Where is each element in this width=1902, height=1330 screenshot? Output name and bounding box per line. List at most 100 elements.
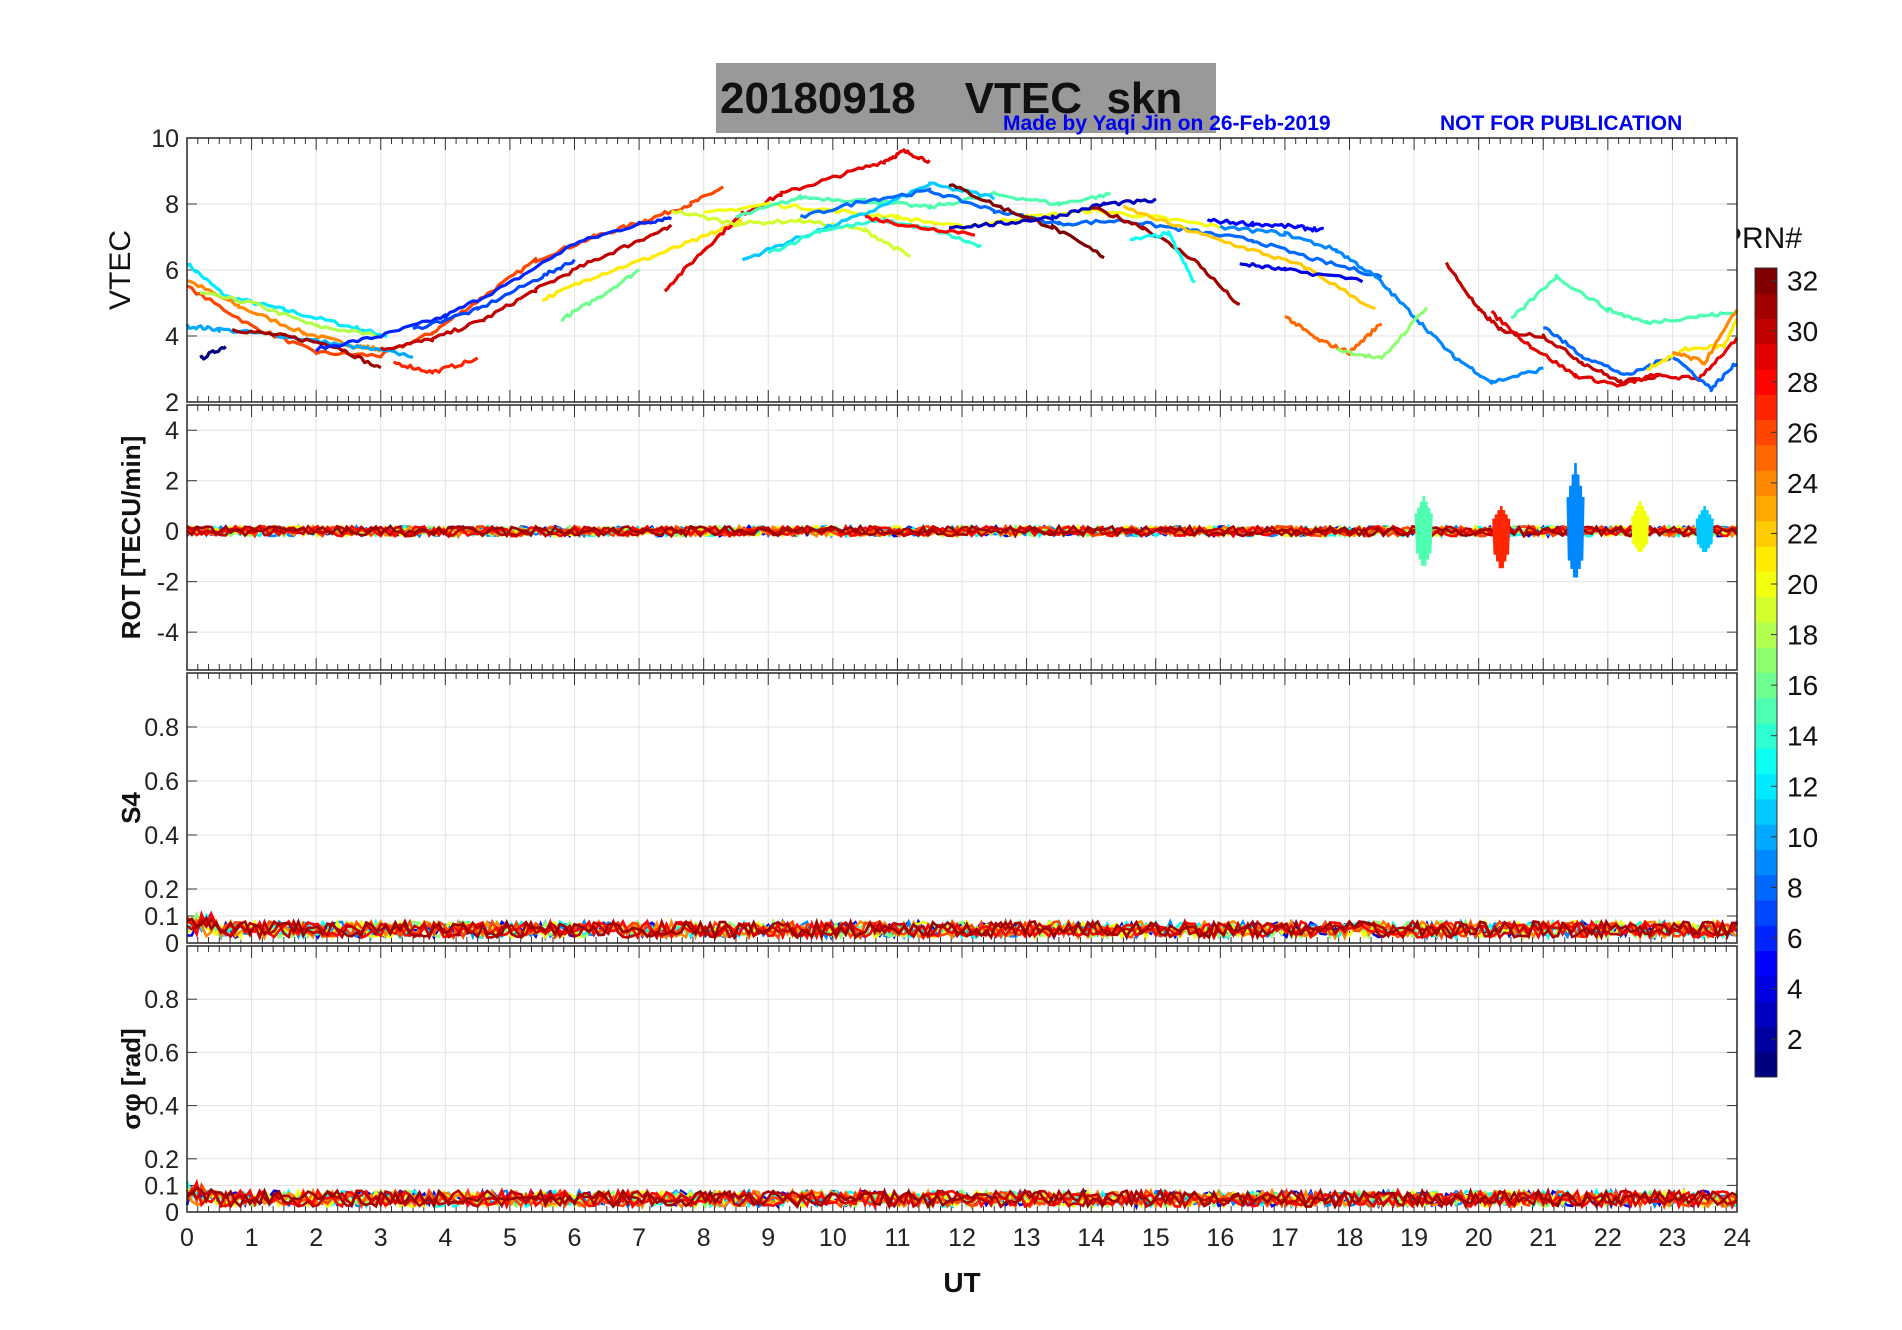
series-line-prn-5 [1206, 217, 1324, 233]
y-tick-label: 0.2 [144, 876, 179, 904]
series-line-prn-22 [1122, 204, 1376, 311]
y-tick-label: 0 [165, 1199, 179, 1227]
colorbar-tick-label: 30 [1787, 316, 1818, 347]
axes-box [186, 404, 1738, 671]
y-tick-label: 0.2 [144, 1146, 179, 1174]
y-tick-label: 0.6 [144, 1039, 179, 1067]
colorbar-cell [1755, 1026, 1777, 1053]
colorbar-tick-label: 6 [1787, 923, 1803, 954]
series-group [185, 462, 1739, 578]
y-tick-label: 2 [165, 468, 179, 496]
colorbar-cell [1755, 900, 1777, 926]
colorbar-tick-label: 16 [1787, 670, 1818, 701]
x-tick-label: 10 [819, 1224, 847, 1252]
colorbar-cell [1755, 1051, 1777, 1078]
x-tick-label: 0 [180, 1224, 194, 1252]
series-line-prn-31 [231, 328, 382, 370]
y-tick-label: 6 [165, 257, 179, 285]
colorbar-tick-label: 24 [1787, 468, 1818, 499]
colorbar-cell [1755, 748, 1777, 775]
x-tick-label: 18 [1336, 1224, 1364, 1252]
series-line-prn-32 [948, 183, 1105, 260]
colorbar-cell [1755, 798, 1777, 825]
colorbar-cell [1755, 950, 1777, 977]
credit-text: Made by Yaqi Jin on 26-Feb-2019 [1003, 112, 1331, 135]
y-tick-label: 0.6 [144, 768, 179, 796]
series-line-prn-21 [541, 218, 743, 302]
series-group [185, 1178, 1739, 1211]
colorbar-tick-label: 32 [1787, 266, 1818, 297]
colorbar-cell [1755, 621, 1777, 648]
x-tick-label: 6 [568, 1224, 582, 1252]
series-line-prn-9 [1219, 224, 1544, 385]
y-axis-label: ROT [TECU/min] [116, 436, 146, 640]
y-tick-label: 4 [165, 417, 179, 445]
colorbar-tick-label: 20 [1787, 569, 1818, 600]
colorbar-cell [1755, 369, 1777, 395]
series-line-prn-18 [199, 290, 381, 339]
rot-spike-prn-15 [1414, 495, 1433, 566]
x-tick-label: 22 [1594, 1224, 1622, 1252]
series-line-prn-27 [392, 356, 479, 375]
series-line-prn-11 [741, 181, 996, 262]
x-tick-label: 3 [374, 1224, 388, 1252]
series-line-prn-6 [315, 216, 673, 353]
colorbar-cell [1755, 824, 1777, 850]
series-group [186, 909, 1739, 942]
panel-rot: -4 -2 0 2 4 ROT [TECU/min] [116, 404, 1739, 671]
y-tick-label: 0.4 [144, 822, 179, 850]
series-line-prn-16 [560, 268, 641, 323]
y-axis-label: S4 [116, 792, 146, 824]
x-tick-label: 11 [884, 1224, 910, 1252]
colorbar-cell [1755, 1001, 1777, 1027]
x-tick-label: 23 [1659, 1224, 1687, 1252]
axes-box [186, 945, 1738, 1213]
y-tick-label: 8 [165, 191, 179, 219]
colorbar-cell [1755, 495, 1777, 522]
x-tick-label: 17 [1271, 1224, 1299, 1252]
colorbar-cell [1755, 975, 1777, 1002]
colorbar-cell [1755, 343, 1777, 370]
x-tick-label: 4 [438, 1224, 452, 1252]
series-line-prn-4 [1239, 262, 1364, 284]
colorbar-cell [1755, 394, 1777, 421]
series-line-prn-1 [199, 345, 227, 361]
axes-box [186, 137, 1738, 403]
series-line-prn-31 [186, 523, 1738, 539]
x-tick-label: 12 [948, 1224, 976, 1252]
y-tick-label: -2 [157, 569, 179, 597]
x-tick-label: 16 [1206, 1224, 1234, 1252]
colorbar-tick-label: 12 [1787, 771, 1818, 802]
rot-spike-prn-11 [1695, 505, 1714, 553]
series-line-prn-7 [412, 258, 576, 331]
y-tick-label: 0 [165, 518, 179, 546]
series-line-prn-13 [1129, 230, 1196, 284]
series-line-prn-28 [864, 214, 976, 237]
x-tick-label: 9 [761, 1224, 775, 1252]
colorbar-tick-label: 22 [1787, 518, 1818, 549]
y-tick-label: 0.1 [144, 903, 179, 931]
colorbar-cell [1755, 773, 1777, 800]
y-axis-label: VTEC [104, 230, 137, 310]
panel-vtec: 2 4 6 8 10 VTEC [104, 125, 1739, 417]
y-tick-label: -4 [157, 619, 179, 647]
y-tick-label: 0.8 [144, 986, 179, 1014]
colorbar-cell [1755, 444, 1777, 471]
series-line-prn-8 [1543, 326, 1739, 393]
x-tick-label: 7 [632, 1224, 646, 1252]
colorbar-cell [1755, 596, 1777, 623]
series-group [185, 148, 1739, 393]
colorbar-cell [1755, 723, 1777, 749]
x-tick-label: 2 [309, 1224, 323, 1252]
colorbar-tick-label: 4 [1787, 974, 1803, 1005]
series-line-prn-3 [948, 197, 1157, 230]
colorbar-tick-label: 26 [1787, 417, 1818, 448]
colorbar-tick-label: 14 [1787, 721, 1818, 752]
y-tick-label: 0.1 [144, 1172, 179, 1200]
x-tick-label: 14 [1077, 1224, 1105, 1252]
series-line-prn-24 [1672, 308, 1739, 366]
series-line-prn-21 [1646, 317, 1739, 372]
series-line-prn-10 [185, 323, 414, 359]
x-tick-label: 20 [1465, 1224, 1493, 1252]
